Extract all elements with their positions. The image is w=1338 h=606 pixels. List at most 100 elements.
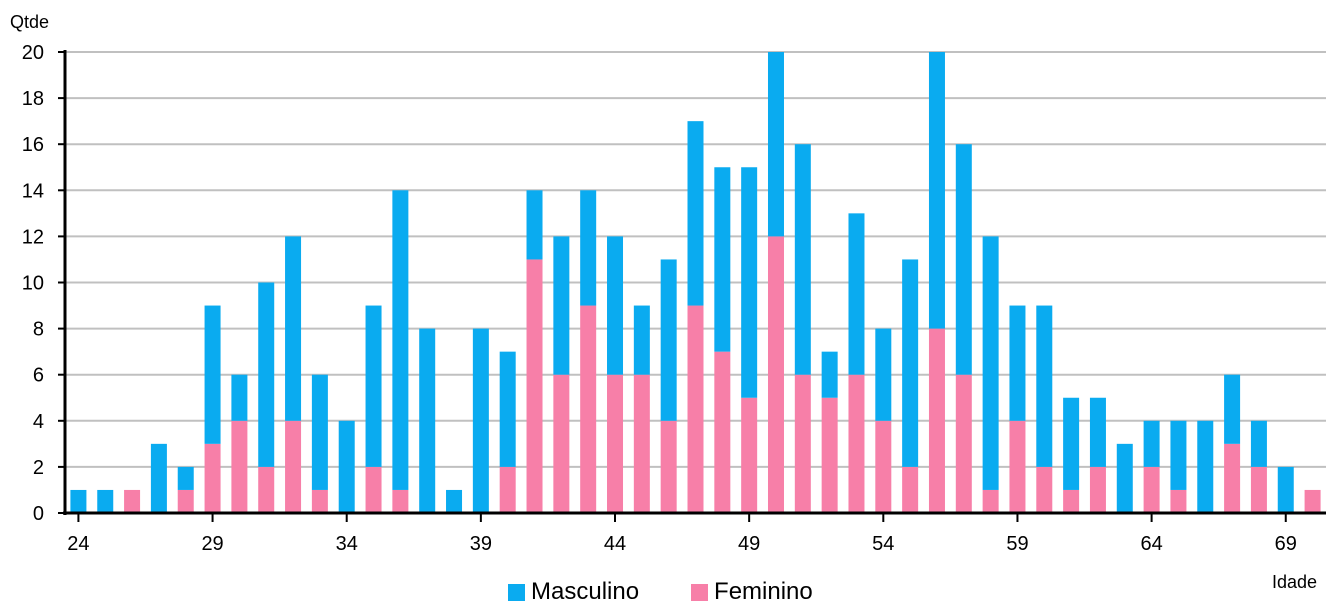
- x-tick-label: 54: [872, 533, 894, 555]
- y-tick-label: 4: [33, 411, 44, 433]
- legend: Masculino Feminino: [508, 578, 865, 606]
- bar-masculino: [687, 121, 704, 306]
- y-tick-labels: 0 2 4 6 8 10 12 14 16 18 20: [22, 42, 44, 525]
- bar-masculino: [794, 144, 811, 375]
- bar-feminino: [741, 397, 758, 513]
- bar-feminino: [177, 489, 194, 513]
- bar-masculino: [553, 236, 570, 375]
- bar-feminino: [928, 328, 945, 513]
- bar-feminino: [1009, 420, 1026, 513]
- bar-masculino: [1009, 305, 1026, 421]
- bar-feminino: [848, 374, 865, 513]
- y-tick-label: 18: [22, 88, 44, 110]
- bar-feminino: [1089, 466, 1106, 513]
- bar-masculino: [875, 328, 892, 421]
- bar-masculino: [660, 259, 677, 421]
- bar-masculino: [526, 190, 543, 260]
- y-tick-label: 16: [22, 134, 44, 156]
- bar-masculino: [607, 236, 624, 375]
- x-tick-label: 69: [1275, 533, 1297, 555]
- bar-feminino: [365, 466, 382, 513]
- bar-masculino: [285, 236, 302, 421]
- bar-feminino: [580, 305, 597, 513]
- y-tick-label: 6: [33, 365, 44, 387]
- bar-feminino: [1063, 489, 1080, 513]
- bar-masculino: [446, 489, 463, 513]
- bar-feminino: [633, 374, 650, 513]
- y-axis-title: Qtde: [10, 12, 49, 32]
- legend-swatch-feminino: [691, 583, 709, 601]
- bar-masculino: [902, 259, 919, 467]
- bar-feminino: [553, 374, 570, 513]
- bar-feminino: [687, 305, 704, 513]
- bar-feminino: [285, 420, 302, 513]
- y-tick-label: 12: [22, 226, 44, 248]
- y-tick-label: 20: [22, 42, 44, 64]
- bar-masculino: [177, 466, 194, 490]
- bar-feminino: [1250, 466, 1267, 513]
- bar-feminino: [258, 466, 275, 513]
- bar-masculino: [741, 167, 758, 398]
- bar-masculino: [714, 167, 731, 352]
- bar-masculino: [1250, 420, 1267, 467]
- bar-masculino: [1116, 443, 1133, 513]
- bar-feminino: [1304, 489, 1321, 513]
- bar-masculino: [419, 328, 436, 513]
- bar-feminino: [982, 489, 999, 513]
- bar-feminino: [499, 466, 516, 513]
- bar-feminino: [660, 420, 677, 513]
- y-tick-label: 8: [33, 319, 44, 341]
- x-tick-label: 34: [336, 533, 358, 555]
- x-tick-label: 44: [604, 533, 626, 555]
- bar-feminino: [902, 466, 919, 513]
- bar-masculino: [204, 305, 221, 444]
- bar-masculino: [499, 351, 516, 467]
- bar-masculino: [633, 305, 650, 375]
- bar-feminino: [124, 489, 141, 513]
- bar-feminino: [955, 374, 972, 513]
- bar-feminino: [794, 374, 811, 513]
- bar-feminino: [204, 443, 221, 513]
- bar-feminino: [875, 420, 892, 513]
- bars: [70, 52, 1321, 513]
- x-tick-label: 24: [67, 533, 89, 555]
- bar-feminino: [1224, 443, 1241, 513]
- bar-masculino: [928, 52, 945, 329]
- legend-item-masculino: Masculino: [508, 578, 639, 606]
- bar-feminino: [1143, 466, 1160, 513]
- x-tick-label: 49: [738, 533, 760, 555]
- x-tick-label: 59: [1006, 533, 1028, 555]
- legend-label-feminino: Feminino: [714, 578, 813, 605]
- x-tick-label: 39: [470, 533, 492, 555]
- y-tick-label: 10: [22, 273, 44, 295]
- x-axis-title: Idade: [1272, 572, 1317, 592]
- y-tick-label: 2: [33, 457, 44, 479]
- bar-masculino: [1063, 397, 1080, 490]
- bar-feminino: [1170, 489, 1187, 513]
- bar-masculino: [848, 213, 865, 375]
- y-tick-label: 14: [22, 180, 44, 202]
- bar-feminino: [231, 420, 248, 513]
- bar-masculino: [580, 190, 597, 306]
- x-tick-labels: 24 29 34 39 44 49 54 59 64 69: [67, 533, 1297, 555]
- bar-masculino: [1143, 420, 1160, 467]
- bar-masculino: [767, 52, 784, 237]
- bar-feminino: [767, 236, 784, 513]
- bar-masculino: [150, 443, 167, 513]
- legend-label-masculino: Masculino: [531, 578, 640, 605]
- bar-masculino: [97, 489, 114, 513]
- bar-feminino: [392, 489, 409, 513]
- bar-masculino: [1224, 374, 1241, 444]
- bar-masculino: [821, 351, 838, 398]
- bar-masculino: [1089, 397, 1106, 467]
- bar-masculino: [338, 420, 355, 513]
- bar-feminino: [607, 374, 624, 513]
- bar-feminino: [714, 351, 731, 513]
- bar-masculino: [365, 305, 382, 467]
- legend-swatch-masculino: [508, 583, 525, 601]
- bar-masculino: [1277, 466, 1294, 513]
- bar-feminino: [526, 259, 543, 513]
- bar-feminino: [1036, 466, 1053, 513]
- x-tick-label: 29: [201, 533, 223, 555]
